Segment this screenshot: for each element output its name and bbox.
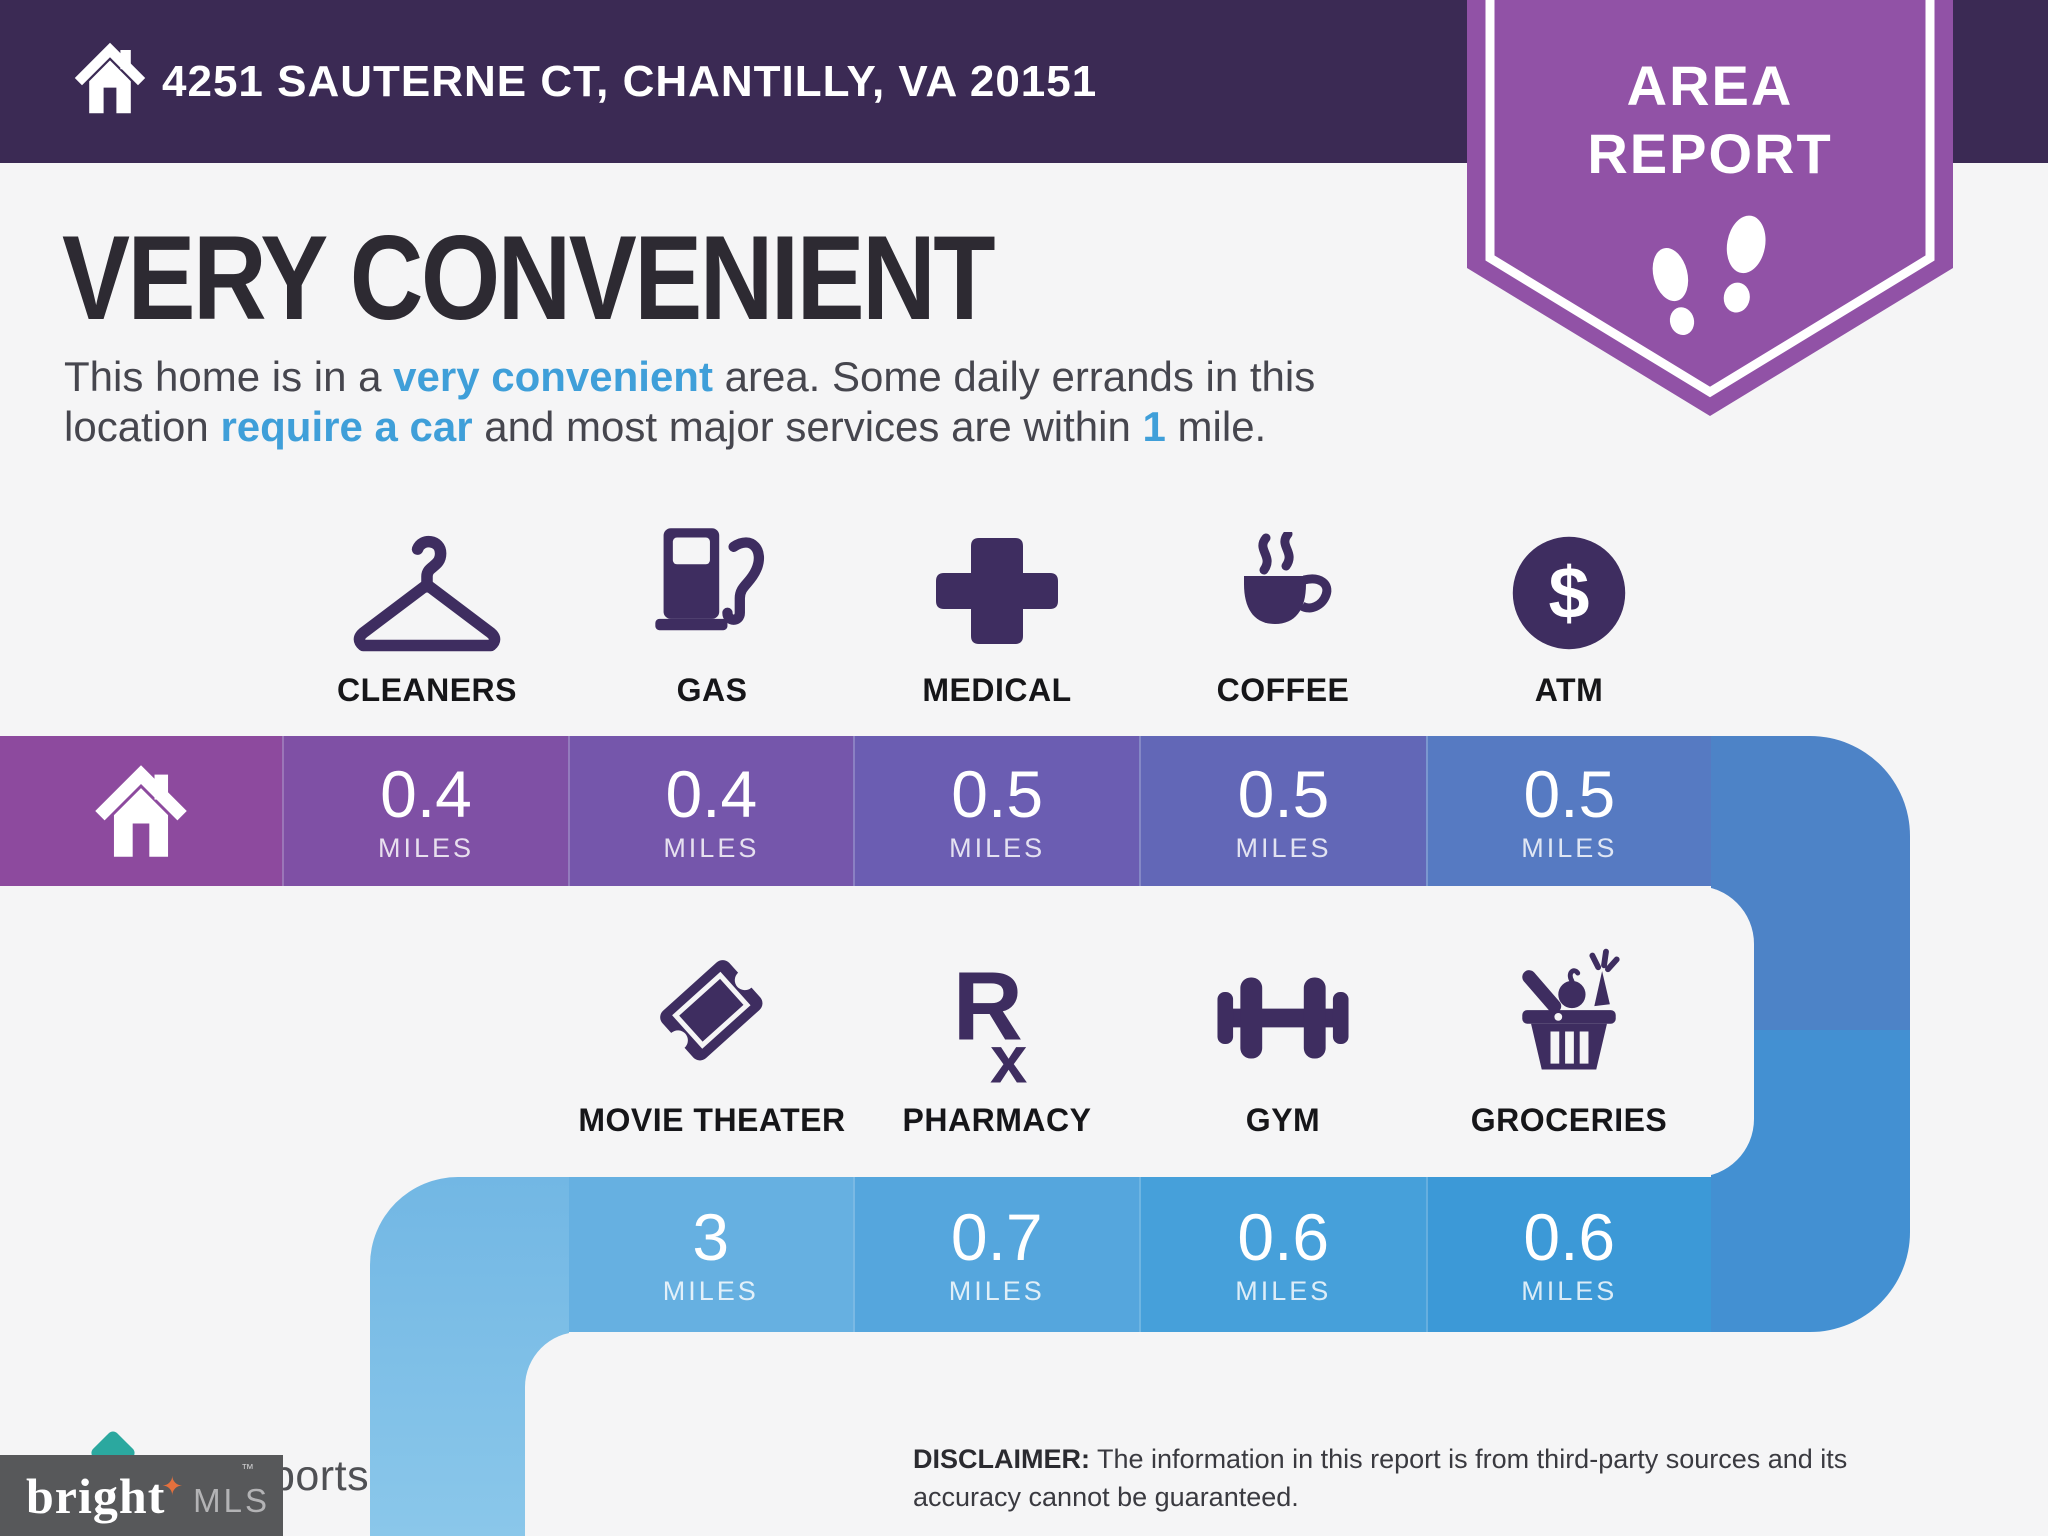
distance-cell-pharmacy: 0.7 MILES [852, 1177, 1139, 1332]
disclaimer-line2: accuracy cannot be guaranteed. [913, 1482, 1299, 1512]
disclaimer-label: DISCLAIMER: [913, 1444, 1090, 1474]
page-title: VERY CONVENIENT [62, 211, 995, 345]
trademark-symbol: ™ [241, 1461, 254, 1476]
category-gas: GAS [569, 508, 855, 709]
category-label: GROCERIES [1470, 1102, 1668, 1138]
distance-unit: MILES [1235, 1276, 1332, 1306]
distance-value: 0.6 [1523, 1200, 1616, 1274]
svg-text:R: R [952, 951, 1022, 1060]
distance-cell-atm: 0.5 MILES [1425, 736, 1711, 886]
category-label: ATM [1534, 672, 1604, 708]
distance-value: 0.7 [950, 1200, 1043, 1274]
distance-unit: MILES [948, 1276, 1045, 1306]
subtitle-line1: This home is in a very convenient area. … [64, 353, 1316, 400]
grocery-basket-icon [1426, 938, 1712, 1086]
distance-cell-medical: 0.5 MILES [853, 736, 1140, 886]
area-report-badge: AREA REPORT [1467, 0, 1953, 418]
category-label: GYM [1245, 1102, 1321, 1138]
disclaimer-line1: DISCLAIMER: The information in this repo… [913, 1444, 1848, 1474]
subtitle: This home is in a very convenient area. … [64, 352, 1315, 452]
distance-cell-groceries: 0.6 MILES [1425, 1177, 1711, 1332]
sparkle-icon: ✦ [161, 1471, 184, 1501]
distance-value: 0.6 [1237, 1200, 1330, 1274]
between-bands-panel [0, 886, 1754, 1177]
distance-cell-gym: 0.6 MILES [1139, 1177, 1426, 1332]
brand-suffix: MLS [193, 1481, 271, 1519]
category-medical: MEDICAL [854, 508, 1140, 709]
distance-value: 0.5 [1523, 756, 1616, 831]
gas-pump-icon [569, 508, 855, 656]
highlight-very-convenient: very convenient [393, 353, 713, 400]
disclaimer: DISCLAIMER: The information in this repo… [913, 1440, 2013, 1516]
brand-name: bright [26, 1467, 166, 1524]
badge-line2: REPORT [1587, 122, 1833, 185]
distance-unit: MILES [1235, 832, 1332, 863]
category-movie-theater: MOVIE THEATER [569, 938, 855, 1139]
distance-unit: MILES [1521, 1276, 1618, 1306]
home-icon [70, 38, 150, 118]
category-label: COFFEE [1216, 672, 1350, 708]
bright-mls-logo: bright ✦ MLS [0, 1455, 283, 1536]
category-pharmacy: R x PHARMACY [854, 938, 1140, 1139]
property-address: 4251 SAUTERNE CT, CHANTILLY, VA 20151 [162, 56, 1098, 106]
category-groceries: GROCERIES [1426, 938, 1712, 1139]
category-label: MEDICAL [922, 672, 1072, 708]
distance-unit: MILES [663, 832, 760, 863]
category-cleaners: CLEANERS [284, 508, 570, 709]
distance-value: 0.5 [1237, 756, 1330, 831]
highlight-require-a-car: require a car [220, 403, 473, 450]
coffee-cup-icon [1140, 508, 1426, 656]
subtitle-line2: location require a car and most major se… [64, 403, 1267, 450]
distance-band-row2: 3 MILES 0.7 MILES 0.6 MILES 0.6 MILES [569, 1177, 1711, 1332]
category-gym: GYM [1140, 938, 1426, 1139]
rx-icon: R x [854, 938, 1140, 1086]
distance-unit: MILES [949, 832, 1046, 863]
distance-cell-movie-theater: 3 MILES [569, 1177, 853, 1332]
badge-line1: AREA [1626, 54, 1794, 117]
distance-cell-gas: 0.4 MILES [567, 736, 853, 886]
distance-unit: MILES [662, 1276, 759, 1306]
medical-cross-icon [854, 508, 1140, 656]
category-label: GAS [676, 672, 748, 708]
badge-title: AREA REPORT [1467, 52, 1953, 188]
movie-ticket-icon [569, 938, 855, 1086]
category-label: CLEANERS [336, 672, 517, 708]
category-atm: $ ATM [1426, 508, 1712, 709]
distance-unit: MILES [1521, 832, 1618, 863]
distance-band-row1: 0.4 MILES 0.4 MILES 0.5 MILES 0.5 MILES … [0, 736, 1711, 886]
home-icon [89, 759, 193, 863]
distance-value: 0.5 [951, 756, 1044, 831]
svg-text:$: $ [1549, 551, 1590, 634]
below-band2-panel [525, 1332, 845, 1536]
distance-value: 0.4 [380, 756, 472, 831]
hanger-icon [284, 508, 570, 656]
category-label: MOVIE THEATER [578, 1102, 846, 1138]
svg-text:x: x [990, 1022, 1027, 1086]
distance-value: 3 [692, 1200, 730, 1274]
category-label: PHARMACY [902, 1102, 1092, 1138]
dollar-circle-icon: $ [1426, 508, 1712, 656]
dumbbell-icon [1140, 938, 1426, 1086]
distance-unit: MILES [377, 832, 475, 863]
highlight-one-mile: 1 [1142, 403, 1166, 450]
badge-pentagon [1467, 0, 1953, 416]
distance-value: 0.4 [665, 756, 758, 831]
category-coffee: COFFEE [1140, 508, 1426, 709]
distance-cell-coffee: 0.5 MILES [1139, 736, 1426, 886]
home-start-cell [0, 736, 283, 886]
distance-cell-cleaners: 0.4 MILES [282, 736, 568, 886]
